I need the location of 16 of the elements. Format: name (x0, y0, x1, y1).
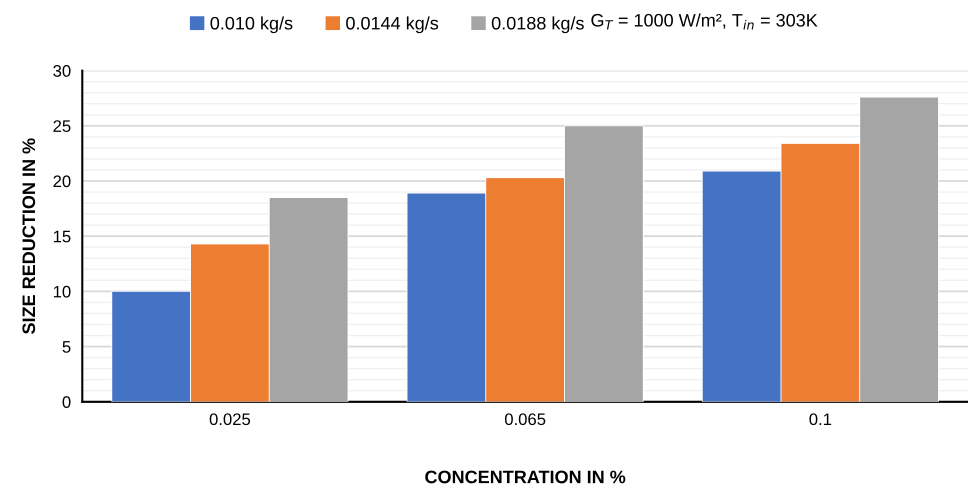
y-axis-title: SIZE REDUCTION IN % (22, 138, 36, 334)
x-tick-label: 0.025 (210, 413, 250, 426)
y-tick-label: 30 (53, 65, 71, 77)
x-tick-label: 0.1 (809, 413, 832, 426)
legend-label: 0.0144 kg/s (346, 16, 438, 34)
legend-label: 0.0188 kg/s (492, 16, 584, 34)
legend-label: 0.010 kg/s (210, 16, 292, 34)
y-tick-label: 20 (53, 175, 71, 188)
y-tick-label: 15 (54, 230, 70, 242)
text: G$_{T}$ = 1000 W/m², T$_{in}$ = 303K (591, 13, 818, 30)
y-tick-label: 10 (54, 286, 71, 298)
x-tick-label: 0.065 (504, 413, 546, 426)
y-tick-label: 25 (53, 120, 70, 132)
y-tick-label: 5 (62, 341, 70, 353)
y-tick-label: 0 (62, 396, 71, 408)
x-axis-title: CONCENTRATION IN % (425, 470, 626, 484)
